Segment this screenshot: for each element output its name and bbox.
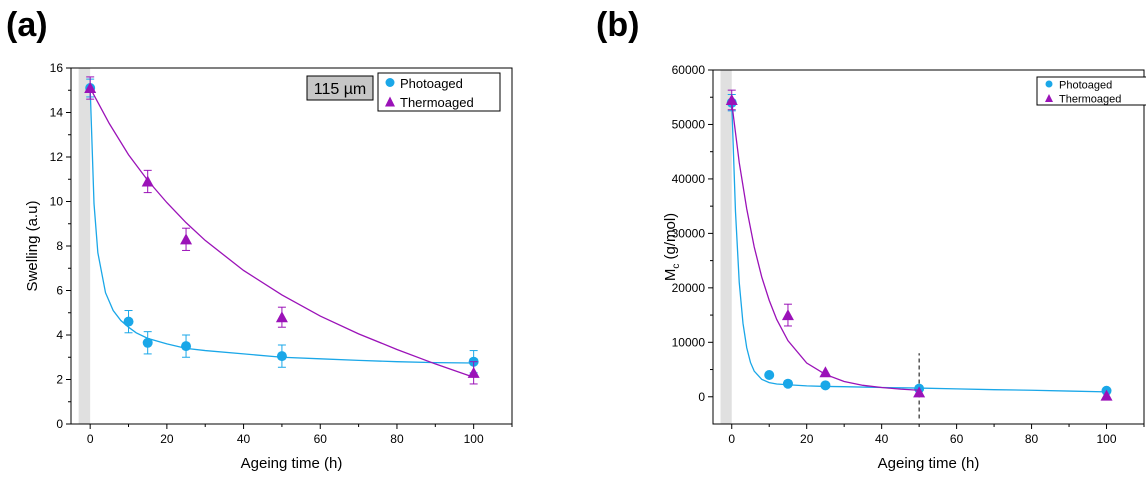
y-tick-label: 20000 <box>672 281 706 295</box>
x-axis-label: Ageing time (h) <box>241 455 343 472</box>
point-photoaged <box>764 369 775 380</box>
legend-label-thermoaged: Thermoaged <box>400 95 474 110</box>
legend-marker-photoaged <box>1045 80 1053 88</box>
point-photoaged <box>782 378 793 389</box>
y-axis-label: Swelling (a.u) <box>24 201 41 292</box>
x-tick-label: 40 <box>237 432 251 446</box>
fit-line-photoaged <box>731 102 1107 393</box>
legend-label-photoaged: Photoaged <box>1059 80 1112 92</box>
x-tick-label: 100 <box>464 432 484 446</box>
legend-box <box>377 72 501 112</box>
point-photoaged <box>276 351 287 362</box>
fit-line-thermoaged <box>731 102 920 391</box>
legend-box <box>1036 76 1146 106</box>
y-tick-label: 10 <box>50 195 64 209</box>
point-thermoaged <box>819 366 832 378</box>
x-tick-label: 100 <box>1097 432 1117 446</box>
y-tick-label: 4 <box>56 328 63 342</box>
x-tick-label: 60 <box>950 432 964 446</box>
y-tick-label: 12 <box>50 150 64 164</box>
x-tick-label: 60 <box>314 432 328 446</box>
x-tick-label: 0 <box>87 432 94 446</box>
point-photoaged <box>142 337 153 348</box>
panel-b-label: (b) <box>596 6 640 44</box>
chart-panel-a: 0 20 40 60 80 100 0 2 4 6 8 10 12 14 16 Ageing time (h)… <box>24 61 513 472</box>
y-tick-label: 10000 <box>672 335 706 349</box>
point-thermoaged <box>180 233 193 245</box>
legend-marker-thermoaged <box>1045 94 1053 102</box>
x-tick-label: 20 <box>800 432 814 446</box>
x-tick-label: 40 <box>875 432 889 446</box>
point-thermoaged <box>1100 389 1113 401</box>
point-photoaged <box>123 316 134 327</box>
fit-line-photoaged <box>89 88 474 364</box>
fit-line-thermoaged <box>89 87 474 378</box>
y-tick-label: 60000 <box>672 63 706 77</box>
point-thermoaged <box>781 309 794 321</box>
point-thermoaged <box>84 82 97 94</box>
y-tick-label: 40000 <box>672 172 706 186</box>
point-thermoaged <box>725 93 738 105</box>
panel-a-label: (a) <box>6 6 48 44</box>
x-tick-label: 80 <box>390 432 404 446</box>
x-tick-label: 80 <box>1025 432 1039 446</box>
point-thermoaged <box>141 175 154 187</box>
annotation-text: 115 µm <box>314 81 367 98</box>
y-tick-label: 16 <box>50 61 64 75</box>
y-tick-label: 50000 <box>672 117 706 131</box>
legend-marker-thermoaged <box>385 96 395 107</box>
legend-marker-photoaged <box>385 78 395 87</box>
annotation-box <box>306 75 374 101</box>
y-tick-label: 0 <box>698 390 705 404</box>
y-tick-label: 2 <box>56 373 63 387</box>
x-tick-label: 20 <box>160 432 174 446</box>
legend-label-thermoaged: Thermoaged <box>1059 94 1121 106</box>
x-axis-label: Ageing time (h) <box>878 455 980 472</box>
shaded-band <box>78 68 91 424</box>
point-thermoaged <box>275 311 288 323</box>
y-tick-label: 30000 <box>672 226 706 240</box>
x-tick-label: 0 <box>728 432 735 446</box>
y-tick-label: 14 <box>50 106 64 120</box>
legend-label-photoaged: Photoaged <box>400 76 463 91</box>
shaded-band <box>720 70 732 424</box>
point-thermoaged <box>913 386 926 398</box>
y-tick-label: 0 <box>56 417 63 431</box>
chart-panel-b: 0 20 40 60 80 100 0 10000 20000 30000 40000 50000 60… <box>662 63 1146 472</box>
point-thermoaged <box>467 366 480 378</box>
y-axis-label: Mc (g/mol) <box>662 213 682 281</box>
point-photoaged <box>820 380 831 391</box>
y-tick-label: 8 <box>56 239 63 253</box>
y-tick-label: 6 <box>56 284 63 298</box>
point-photoaged <box>181 341 192 352</box>
plot-frame <box>712 69 1145 425</box>
plot-frame <box>70 67 513 425</box>
